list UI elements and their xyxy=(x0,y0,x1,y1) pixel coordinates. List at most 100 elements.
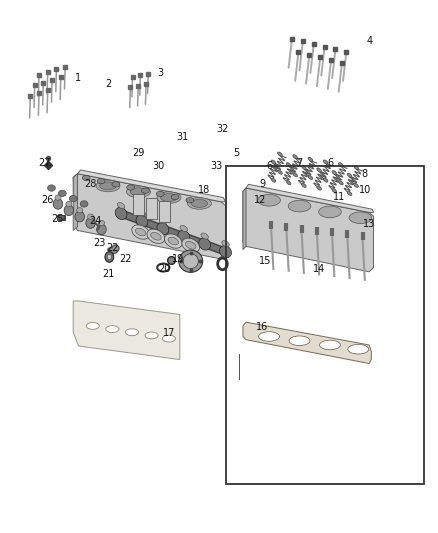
Text: 12: 12 xyxy=(254,195,267,205)
Ellipse shape xyxy=(100,182,116,190)
Ellipse shape xyxy=(186,198,194,203)
Ellipse shape xyxy=(66,201,72,207)
Text: 18: 18 xyxy=(198,184,210,195)
Ellipse shape xyxy=(135,228,146,236)
Polygon shape xyxy=(243,188,246,249)
Ellipse shape xyxy=(339,181,343,185)
Ellipse shape xyxy=(138,210,146,216)
Ellipse shape xyxy=(157,223,169,235)
Text: 20: 20 xyxy=(159,264,171,274)
Ellipse shape xyxy=(141,188,149,193)
Ellipse shape xyxy=(159,218,166,224)
Text: 23: 23 xyxy=(93,238,106,248)
Polygon shape xyxy=(73,301,180,360)
Text: 26: 26 xyxy=(41,195,53,205)
Ellipse shape xyxy=(97,179,105,184)
Ellipse shape xyxy=(199,238,211,250)
Polygon shape xyxy=(73,174,78,230)
Ellipse shape xyxy=(86,322,99,329)
Ellipse shape xyxy=(301,183,306,188)
Ellipse shape xyxy=(332,171,337,175)
Polygon shape xyxy=(246,184,374,213)
Text: 10: 10 xyxy=(359,184,371,195)
Ellipse shape xyxy=(132,225,149,239)
Bar xyxy=(57,215,65,220)
Polygon shape xyxy=(243,322,371,364)
Ellipse shape xyxy=(317,186,321,190)
Ellipse shape xyxy=(317,168,321,172)
Text: 3: 3 xyxy=(157,68,163,78)
Ellipse shape xyxy=(286,163,291,167)
Text: 6: 6 xyxy=(327,158,333,168)
Text: 4: 4 xyxy=(366,36,372,46)
Ellipse shape xyxy=(308,175,313,180)
Ellipse shape xyxy=(185,241,196,249)
Text: 22: 22 xyxy=(106,243,119,253)
Ellipse shape xyxy=(219,246,231,258)
Text: 1: 1 xyxy=(74,73,81,83)
Ellipse shape xyxy=(180,225,187,231)
Polygon shape xyxy=(78,170,226,202)
Ellipse shape xyxy=(187,198,212,209)
Text: 16: 16 xyxy=(256,322,268,333)
Text: 32: 32 xyxy=(216,124,229,134)
Ellipse shape xyxy=(347,191,352,196)
Text: 21: 21 xyxy=(102,270,114,279)
Ellipse shape xyxy=(323,160,328,164)
Ellipse shape xyxy=(64,205,74,216)
Ellipse shape xyxy=(271,178,276,182)
Ellipse shape xyxy=(171,195,179,200)
Text: 6: 6 xyxy=(266,161,272,171)
Ellipse shape xyxy=(106,326,119,333)
Text: 30: 30 xyxy=(152,161,164,171)
Ellipse shape xyxy=(105,252,114,262)
Ellipse shape xyxy=(57,215,65,220)
Text: 28: 28 xyxy=(85,179,97,189)
Ellipse shape xyxy=(191,199,208,207)
Ellipse shape xyxy=(301,165,306,169)
Ellipse shape xyxy=(222,241,229,247)
Text: 33: 33 xyxy=(211,161,223,171)
Ellipse shape xyxy=(348,344,369,354)
Ellipse shape xyxy=(136,215,148,227)
Ellipse shape xyxy=(308,157,313,161)
Text: 22: 22 xyxy=(119,254,132,263)
Ellipse shape xyxy=(278,152,282,156)
Ellipse shape xyxy=(354,165,358,169)
Polygon shape xyxy=(146,198,157,219)
Ellipse shape xyxy=(86,217,95,228)
Polygon shape xyxy=(243,188,374,272)
Ellipse shape xyxy=(88,214,94,219)
Ellipse shape xyxy=(108,248,117,254)
Ellipse shape xyxy=(201,233,208,239)
Text: 5: 5 xyxy=(233,148,240,158)
Ellipse shape xyxy=(47,185,55,191)
Ellipse shape xyxy=(96,180,120,192)
Text: 29: 29 xyxy=(132,148,145,158)
Polygon shape xyxy=(133,194,144,215)
Ellipse shape xyxy=(258,332,279,341)
Text: 7: 7 xyxy=(297,158,303,168)
Ellipse shape xyxy=(293,173,297,177)
Ellipse shape xyxy=(55,195,61,200)
Ellipse shape xyxy=(145,332,158,339)
Ellipse shape xyxy=(319,206,341,217)
Ellipse shape xyxy=(82,175,90,181)
Ellipse shape xyxy=(161,193,177,201)
Text: 15: 15 xyxy=(258,256,271,266)
Ellipse shape xyxy=(151,232,161,240)
Ellipse shape xyxy=(115,207,127,220)
Text: 17: 17 xyxy=(163,328,175,338)
Ellipse shape xyxy=(80,201,88,207)
Ellipse shape xyxy=(127,186,150,198)
Ellipse shape xyxy=(147,229,165,244)
Ellipse shape xyxy=(339,163,343,167)
Ellipse shape xyxy=(271,160,276,164)
Text: 13: 13 xyxy=(363,219,375,229)
Text: 24: 24 xyxy=(89,216,101,227)
Text: 25: 25 xyxy=(52,214,64,224)
Text: 9: 9 xyxy=(259,179,265,189)
Text: 19: 19 xyxy=(172,254,184,263)
Ellipse shape xyxy=(289,336,310,345)
Ellipse shape xyxy=(53,199,63,209)
